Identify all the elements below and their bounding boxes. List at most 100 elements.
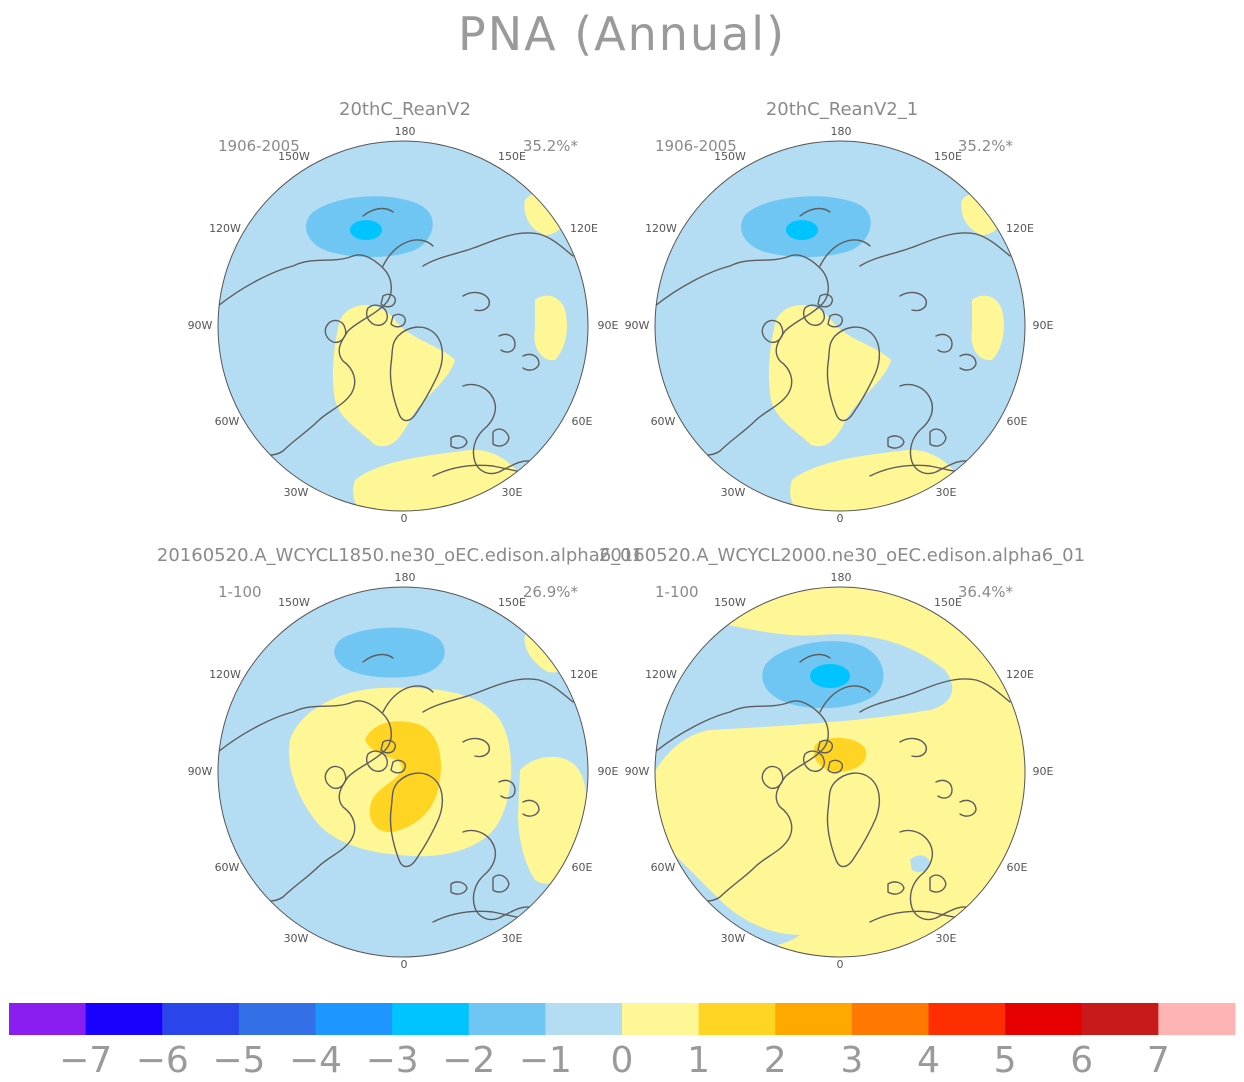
lon-label-90w: 90W <box>625 765 650 778</box>
field-small-neg <box>910 855 930 873</box>
lon-label-60w: 60W <box>651 415 676 428</box>
lon-label-120e: 120E <box>1006 222 1034 235</box>
contour-field <box>655 141 1025 511</box>
colorbar-tick-label: −5 <box>212 1040 265 1081</box>
lon-label-30w: 30W <box>284 932 309 945</box>
lon-label-120e: 120E <box>570 668 598 681</box>
contour-field <box>218 587 588 957</box>
colorbar-bin <box>238 1003 317 1035</box>
longitude-labels: 180 150E 120E 90E 60E 30E 0 30W 60W 90W … <box>188 125 619 525</box>
lon-label-150w: 150W <box>714 596 746 609</box>
colorbar-bin <box>851 1003 930 1035</box>
colorbar-bin <box>622 1003 700 1035</box>
lon-label-30w: 30W <box>284 486 309 499</box>
contour-field <box>218 141 588 511</box>
lon-label-60e: 60E <box>1007 415 1028 428</box>
colorbar-tick-label: −6 <box>136 1040 189 1081</box>
lon-label-60w: 60W <box>215 415 240 428</box>
colorbar-tick-label: 1 <box>687 1040 710 1081</box>
field-archipelago-core <box>365 721 441 832</box>
field-asia-pos <box>971 295 1004 361</box>
lon-label-180: 180 <box>395 125 416 138</box>
lon-label-30w: 30W <box>721 486 746 499</box>
lon-label-90e: 90E <box>1033 765 1054 778</box>
colorbar-tick-label: −1 <box>519 1040 572 1081</box>
panel-title: 20thC_ReanV2 <box>339 99 471 120</box>
colorbar-tick-label: 3 <box>840 1040 863 1081</box>
colorbar-bins <box>9 1003 1236 1035</box>
colorbar-tick-label: 7 <box>1147 1040 1170 1081</box>
panel-variance: 26.9%* <box>523 583 579 601</box>
colorbar-tick-label: 6 <box>1070 1040 1093 1081</box>
figure-title: PNA (Annual) <box>458 7 786 61</box>
longitude-labels: 180 150E 120E 90E 60E 30E 0 30W 60W 90W … <box>625 571 1054 971</box>
colorbar-tick-label: −7 <box>59 1040 112 1081</box>
colorbar-bin <box>545 1003 623 1035</box>
lon-label-150e: 150E <box>498 150 526 163</box>
lon-label-0: 0 <box>837 512 844 525</box>
panel-period: 1906-2005 <box>218 137 300 155</box>
lon-label-120e: 120E <box>1006 668 1034 681</box>
map-panel-4: 20160520.A_WCYCL2000.ne30_oEC.edison.alp… <box>599 545 1085 971</box>
map-panel-1: 20thC_ReanV2 1906-2005 35.2%* 180 150E 1… <box>188 99 619 525</box>
field-canada-pos <box>768 305 891 447</box>
map-border <box>217 140 589 512</box>
colorbar-tick-label: 0 <box>611 1040 634 1081</box>
colorbar-bin <box>1158 1003 1236 1035</box>
lon-label-30e: 30E <box>502 486 523 499</box>
colorbar-ticks: −7 −6 −5 −4 −3 −2 −1 0 1 2 3 4 5 6 7 <box>59 1040 1170 1081</box>
lon-label-30w: 30W <box>721 932 746 945</box>
map-border <box>217 586 589 958</box>
lon-label-30e: 30E <box>502 932 523 945</box>
lon-label-60w: 60W <box>651 861 676 874</box>
colorbar-tick-label: 2 <box>764 1040 787 1081</box>
colorbar-bin <box>928 1003 1006 1035</box>
colorbar-bin <box>392 1003 470 1035</box>
panel-title: 20160520.A_WCYCL2000.ne30_oEC.edison.alp… <box>599 545 1085 566</box>
longitude-labels: 180 150E 120E 90E 60E 30E 0 30W 60W 90W … <box>188 571 619 971</box>
lon-label-60w: 60W <box>215 861 240 874</box>
lon-label-60e: 60E <box>572 861 593 874</box>
colorbar-bin <box>775 1003 853 1035</box>
colorbar-bin <box>85 1003 163 1035</box>
lon-label-150e: 150E <box>934 596 962 609</box>
lon-label-90e: 90E <box>598 765 619 778</box>
lon-label-180: 180 <box>395 571 416 584</box>
panel-period: 1-100 <box>655 583 699 601</box>
lon-label-150e: 150E <box>934 150 962 163</box>
lon-label-60e: 60E <box>572 415 593 428</box>
map-panel-2: 20thC_ReanV2_1 1906-2005 35.2%* 180 150E… <box>625 99 1054 525</box>
panel-title: 20160520.A_WCYCL1850.ne30_oEC.edison.alp… <box>157 545 643 566</box>
lon-label-90w: 90W <box>188 765 213 778</box>
colorbar-tick-label: 4 <box>917 1040 940 1081</box>
lon-label-90e: 90E <box>1033 319 1054 332</box>
map-border <box>654 140 1026 512</box>
lon-label-120w: 120W <box>645 222 677 235</box>
contour-field <box>655 587 1025 957</box>
field-core-min <box>810 664 850 688</box>
colorbar-bin <box>162 1003 240 1035</box>
panel-variance: 36.4%* <box>958 583 1014 601</box>
panel-variance: 35.2%* <box>958 137 1014 155</box>
colorbar-tick-label: −4 <box>289 1040 342 1081</box>
map-panel-3: 20160520.A_WCYCL1850.ne30_oEC.edison.alp… <box>157 545 643 971</box>
lon-label-90e: 90E <box>598 319 619 332</box>
field-core-min <box>350 220 382 240</box>
field-asia-pos <box>534 295 567 361</box>
field-neg-pacific-atlantic <box>655 617 953 952</box>
lon-label-0: 0 <box>837 958 844 971</box>
lon-label-0: 0 <box>401 512 408 525</box>
lon-label-180: 180 <box>831 125 852 138</box>
field-aleutian-low <box>334 627 445 678</box>
colorbar-bin <box>1081 1003 1159 1035</box>
colorbar-bin <box>1005 1003 1083 1035</box>
colorbar-tick-label: −2 <box>442 1040 495 1081</box>
colorbar-bin <box>9 1003 87 1035</box>
lon-label-0: 0 <box>401 958 408 971</box>
lon-label-120w: 120W <box>645 668 677 681</box>
lon-label-180: 180 <box>831 571 852 584</box>
lon-label-150w: 150W <box>278 596 310 609</box>
panel-period: 1-100 <box>218 583 262 601</box>
colorbar-bin <box>468 1003 546 1035</box>
